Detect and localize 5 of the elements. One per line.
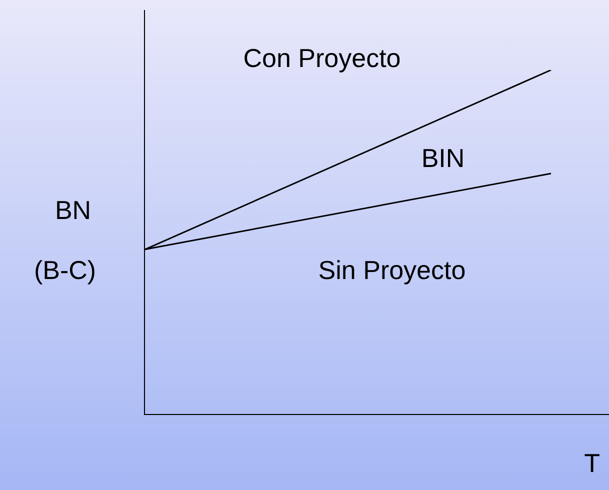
annotation: Sin Proyecto [318, 255, 466, 286]
annotation: Con Proyecto [243, 43, 401, 74]
annotation: BIN [421, 143, 465, 174]
x-axis-title: T [584, 448, 600, 478]
y-axis-title: BN (B-C) [34, 195, 96, 286]
